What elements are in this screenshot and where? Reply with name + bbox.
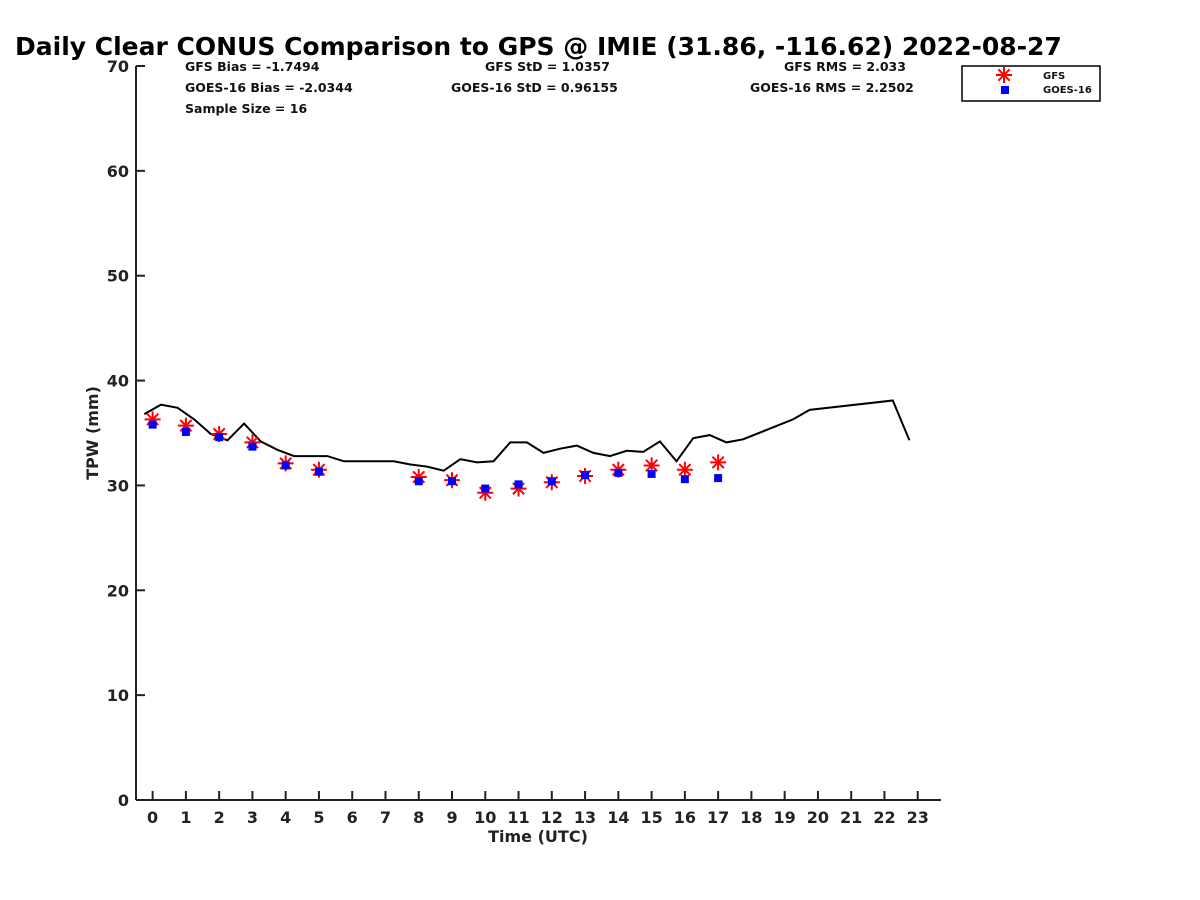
x-tick-label: 15 xyxy=(640,808,662,827)
x-tick-label: 17 xyxy=(707,808,729,827)
sample-size-text: Sample Size = 16 xyxy=(185,101,307,116)
x-tick-label: 11 xyxy=(507,808,529,827)
x-tick-label: 22 xyxy=(873,808,895,827)
y-tick-label: 70 xyxy=(107,57,129,76)
y-tick-label: 10 xyxy=(107,686,129,705)
goes16-point xyxy=(547,477,556,486)
gps-tpw-line xyxy=(143,399,911,472)
y-tick-label: 60 xyxy=(107,162,129,181)
goes16-point xyxy=(281,461,290,470)
x-tick-label: 19 xyxy=(774,808,796,827)
x-tick-label: 14 xyxy=(607,808,629,827)
x-tick-label: 8 xyxy=(413,808,424,827)
gfs-point xyxy=(676,461,693,478)
plot-area xyxy=(143,399,911,501)
goes16-point xyxy=(314,467,323,476)
x-axis-label: Time (UTC) xyxy=(488,827,588,846)
goes-std-text: GOES-16 StD = 0.96155 xyxy=(451,80,618,95)
legend: GFS GOES-16 xyxy=(961,65,1101,102)
x-tick-label: 7 xyxy=(380,808,391,827)
goes16-point xyxy=(614,468,623,477)
gfs-star-stroke xyxy=(997,68,1011,82)
x-tick-label: 0 xyxy=(147,808,158,827)
goes16-point xyxy=(481,484,490,493)
x-tick-label: 21 xyxy=(840,808,862,827)
x-tick-label: 12 xyxy=(541,808,563,827)
x-tick-label: 20 xyxy=(807,808,829,827)
goes-bias-text: GOES-16 Bias = -2.0344 xyxy=(185,80,353,95)
goes16-point xyxy=(248,442,257,451)
gfs-star-stroke xyxy=(678,463,692,477)
legend-label-goes16: GOES-16 xyxy=(1043,85,1092,96)
goes16-point xyxy=(215,433,224,442)
goes16-point xyxy=(714,474,723,483)
chart-title: Daily Clear CONUS Comparison to GPS @ IM… xyxy=(15,32,1062,61)
y-axis-label: TPW (mm) xyxy=(83,386,102,480)
y-tick-label: 40 xyxy=(107,372,129,391)
legend-gfs-marker xyxy=(996,67,1012,83)
gfs-point xyxy=(710,454,727,471)
y-tick-label: 0 xyxy=(118,791,129,810)
goes16-point xyxy=(148,420,157,429)
gfs-star-stroke xyxy=(645,459,658,472)
gfs-rms-text: GFS RMS = 2.033 xyxy=(784,59,906,74)
x-tick-label: 5 xyxy=(313,808,324,827)
goes16-point xyxy=(414,477,423,486)
x-tick-label: 10 xyxy=(474,808,496,827)
x-tick-label: 18 xyxy=(740,808,762,827)
goes16-point xyxy=(647,469,656,478)
x-tick-label: 4 xyxy=(280,808,291,827)
goes16-point xyxy=(181,427,190,436)
y-tick-label: 50 xyxy=(107,267,129,286)
gfs-bias-text: GFS Bias = -1.7494 xyxy=(185,59,320,74)
x-tick-label: 2 xyxy=(214,808,225,827)
statistics-block: GFS Bias = -1.7494 GOES-16 Bias = -2.034… xyxy=(185,59,914,116)
y-tick-label: 20 xyxy=(107,581,129,600)
x-tick-label: 6 xyxy=(347,808,358,827)
legend-box xyxy=(961,65,1101,102)
x-tick-label: 16 xyxy=(674,808,696,827)
x-tick-label: 23 xyxy=(907,808,929,827)
legend-goes16-marker xyxy=(1001,86,1009,94)
goes16-point xyxy=(680,475,689,484)
goes16-point xyxy=(581,470,590,479)
x-tick-label: 1 xyxy=(180,808,191,827)
y-tick-label: 30 xyxy=(107,476,129,495)
gfs-star-stroke xyxy=(711,455,725,469)
goes-rms-text: GOES-16 RMS = 2.2502 xyxy=(750,80,914,95)
x-tick-label: 3 xyxy=(247,808,258,827)
x-tick-label: 13 xyxy=(574,808,596,827)
goes16-point xyxy=(514,480,523,489)
goes16-point xyxy=(448,477,457,486)
legend-label-gfs: GFS xyxy=(1043,71,1065,82)
x-tick-label: 9 xyxy=(446,808,457,827)
gfs-std-text: GFS StD = 1.0357 xyxy=(485,59,610,74)
